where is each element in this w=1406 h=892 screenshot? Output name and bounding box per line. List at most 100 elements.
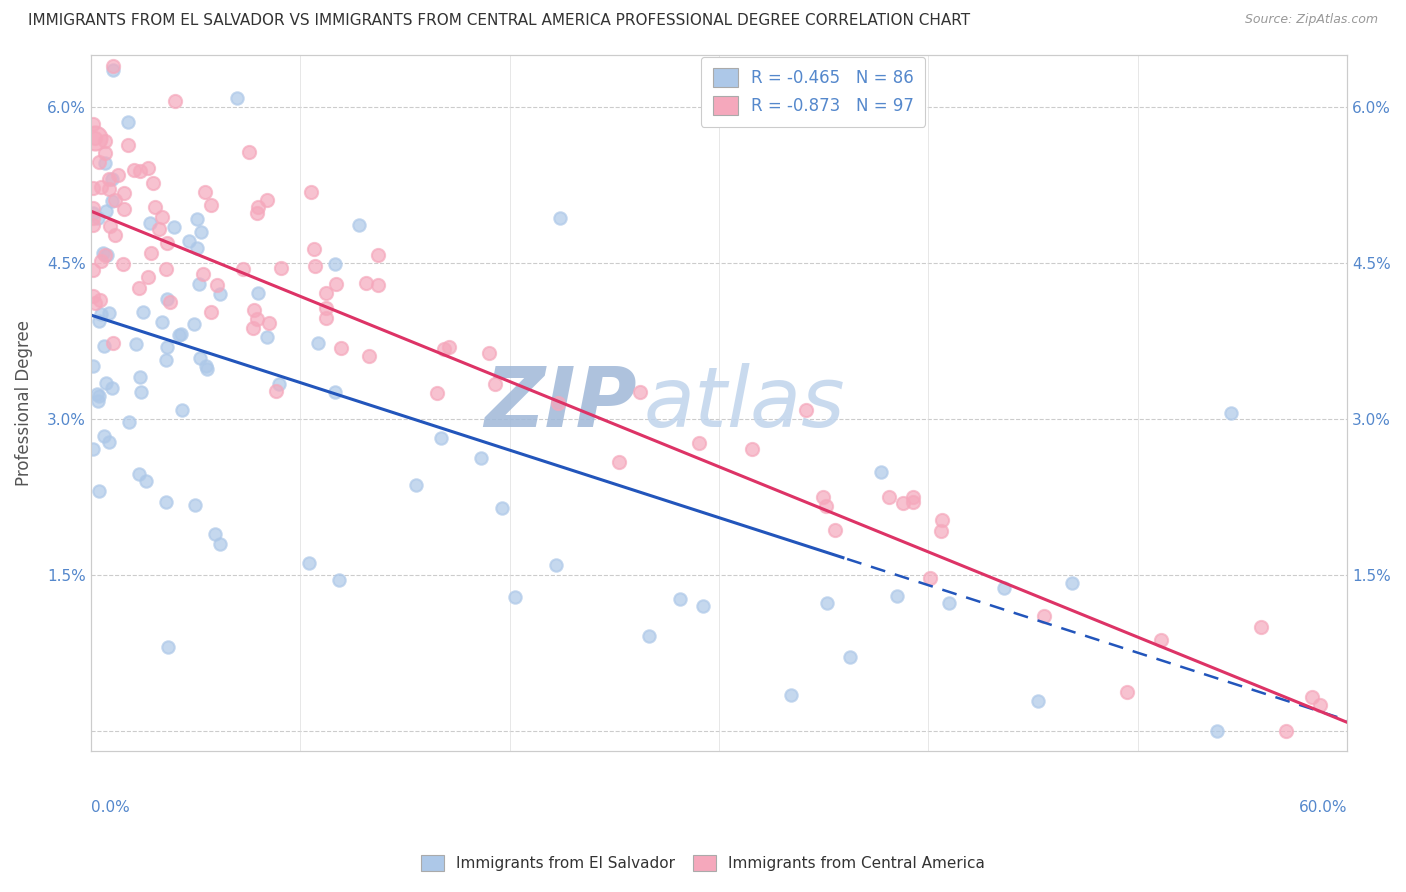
Point bbox=[97, 172, 120, 186]
Point bbox=[125, 337, 148, 351]
Point bbox=[491, 501, 513, 516]
Point bbox=[200, 198, 222, 212]
Point bbox=[1032, 608, 1054, 623]
Point bbox=[87, 313, 110, 327]
Point bbox=[209, 537, 232, 551]
Point bbox=[156, 235, 179, 250]
Point bbox=[302, 243, 325, 257]
Point bbox=[323, 384, 346, 399]
Point bbox=[82, 180, 104, 194]
Point bbox=[177, 235, 200, 249]
Point bbox=[156, 340, 179, 354]
Point bbox=[83, 131, 105, 145]
Point bbox=[90, 307, 112, 321]
Point bbox=[82, 118, 104, 132]
Point bbox=[780, 689, 803, 703]
Point bbox=[325, 277, 347, 292]
Point bbox=[315, 310, 337, 325]
Point bbox=[243, 303, 266, 318]
Point bbox=[433, 342, 456, 356]
Point bbox=[172, 402, 194, 417]
Point bbox=[82, 359, 104, 374]
Point bbox=[247, 286, 270, 301]
Point bbox=[139, 245, 162, 260]
Point bbox=[307, 335, 329, 350]
Point bbox=[103, 335, 125, 350]
Point bbox=[367, 248, 389, 262]
Point bbox=[159, 295, 181, 310]
Point bbox=[136, 161, 159, 176]
Point bbox=[232, 262, 254, 277]
Point bbox=[96, 248, 118, 262]
Point bbox=[256, 330, 278, 344]
Point bbox=[194, 185, 217, 199]
Point bbox=[349, 218, 371, 232]
Point bbox=[794, 403, 817, 417]
Point bbox=[367, 277, 389, 292]
Point bbox=[86, 386, 108, 401]
Point bbox=[118, 415, 141, 429]
Point bbox=[188, 351, 211, 365]
Point bbox=[101, 62, 124, 77]
Point bbox=[97, 306, 120, 320]
Point bbox=[304, 259, 326, 273]
Point bbox=[82, 201, 104, 215]
Point bbox=[101, 381, 124, 395]
Point bbox=[101, 172, 124, 186]
Point bbox=[1062, 576, 1084, 591]
Point bbox=[478, 345, 501, 359]
Point bbox=[84, 296, 107, 310]
Point bbox=[186, 211, 208, 226]
Point bbox=[315, 301, 337, 316]
Point bbox=[82, 289, 104, 303]
Point bbox=[155, 262, 177, 277]
Point bbox=[426, 385, 449, 400]
Point bbox=[91, 245, 114, 260]
Point bbox=[256, 193, 278, 207]
Point bbox=[931, 524, 953, 538]
Point bbox=[903, 495, 925, 509]
Point bbox=[405, 478, 427, 492]
Point bbox=[195, 362, 218, 376]
Point bbox=[117, 115, 139, 129]
Point bbox=[183, 498, 205, 512]
Point bbox=[89, 293, 111, 307]
Point bbox=[330, 341, 353, 355]
Legend: Immigrants from El Salvador, Immigrants from Central America: Immigrants from El Salvador, Immigrants … bbox=[415, 849, 991, 877]
Point bbox=[90, 180, 112, 194]
Point bbox=[155, 494, 177, 508]
Point bbox=[1116, 685, 1139, 699]
Point bbox=[114, 186, 136, 200]
Point bbox=[104, 193, 127, 207]
Point bbox=[82, 263, 104, 277]
Point bbox=[156, 292, 179, 306]
Point bbox=[1301, 690, 1323, 705]
Point bbox=[82, 442, 104, 456]
Point bbox=[87, 211, 110, 226]
Point bbox=[122, 163, 145, 178]
Point bbox=[547, 396, 569, 410]
Point bbox=[128, 281, 150, 295]
Point bbox=[128, 467, 150, 482]
Point bbox=[607, 454, 630, 468]
Point bbox=[814, 499, 837, 513]
Point bbox=[299, 186, 322, 200]
Point bbox=[247, 200, 270, 214]
Point bbox=[544, 558, 567, 573]
Point bbox=[242, 321, 264, 335]
Point bbox=[208, 287, 231, 301]
Point bbox=[167, 327, 190, 342]
Point bbox=[628, 385, 651, 400]
Point bbox=[315, 286, 337, 301]
Point bbox=[135, 475, 157, 489]
Point bbox=[87, 155, 110, 169]
Point bbox=[1026, 694, 1049, 708]
Point bbox=[238, 145, 260, 160]
Point bbox=[257, 316, 280, 330]
Point bbox=[94, 204, 117, 219]
Point bbox=[82, 218, 104, 232]
Point bbox=[98, 181, 121, 195]
Point bbox=[246, 206, 269, 220]
Point bbox=[112, 202, 135, 216]
Point bbox=[112, 257, 135, 271]
